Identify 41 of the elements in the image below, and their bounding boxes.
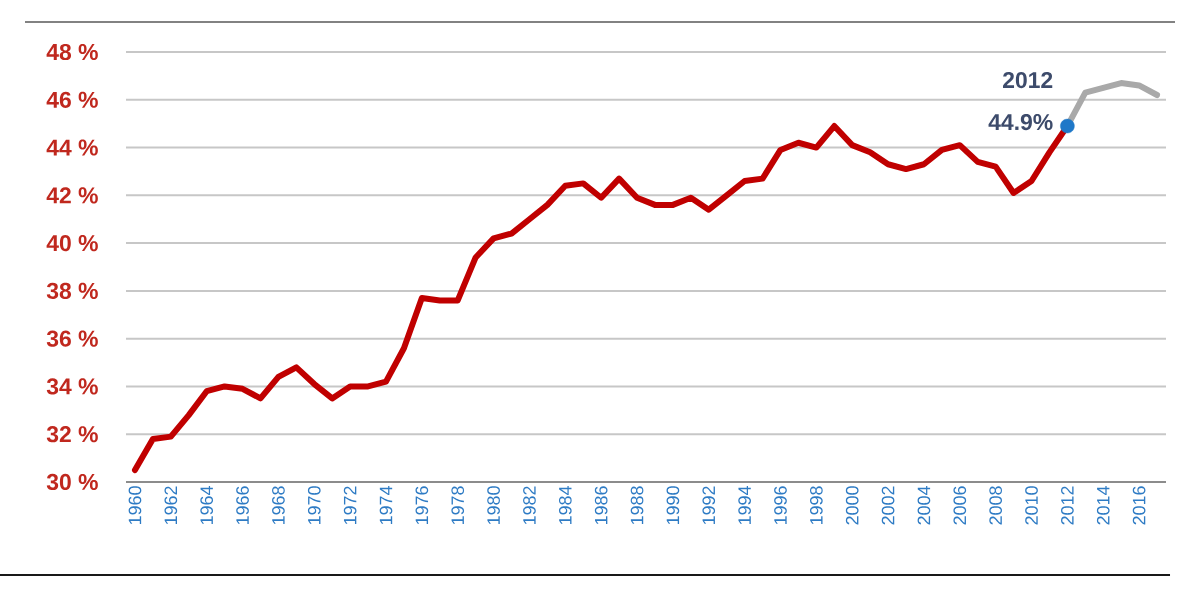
x-tick-label: 2008: [989, 486, 1002, 525]
x-tick-label: 1978: [451, 486, 465, 525]
x-tick-label: 1964: [200, 486, 214, 525]
x-tick-label: 2012: [1061, 486, 1074, 525]
x-tick-label: 2004: [917, 486, 931, 525]
y-tick-label: 30 %: [46, 473, 98, 491]
x-tick-label: 1970: [307, 486, 321, 525]
x-tick-label: 1960: [128, 486, 142, 525]
x-tick-label: 2016: [1132, 486, 1146, 525]
x-tick-label: 1962: [164, 486, 178, 525]
y-tick-label: 38 %: [46, 282, 98, 300]
y-tick-label: 48 %: [46, 43, 98, 61]
y-tick-label: 34 %: [46, 378, 98, 395]
annotation: 2012: [1003, 71, 1053, 89]
x-tick-label: 2000: [845, 486, 859, 525]
y-tick-label: 46 %: [46, 91, 98, 108]
x-tick-label: 1990: [666, 486, 680, 525]
x-tick-label: 2014: [1096, 486, 1110, 525]
x-tick-label: 1966: [236, 486, 249, 525]
x-tick-label: 2006: [953, 486, 967, 525]
x-tick-label: 1984: [558, 486, 572, 525]
y-tick-label: 36 %: [46, 330, 98, 347]
x-tick-label: 2010: [1025, 486, 1038, 525]
x-tick-label: 1988: [630, 486, 644, 525]
annotation: 44.9%: [988, 113, 1053, 131]
x-tick-label: 1998: [809, 486, 823, 525]
x-tick-label: 1968: [272, 486, 285, 525]
y-tick-label: 40 %: [46, 235, 98, 252]
x-tick-label: 1980: [487, 486, 500, 525]
y-tick-label: 32 %: [46, 426, 98, 443]
x-tick-label: 1992: [702, 486, 716, 525]
x-tick-label: 1986: [594, 486, 608, 525]
y-tick-label: 42 %: [46, 187, 98, 204]
x-tick-label: 1994: [738, 486, 751, 525]
x-tick-label: 1976: [415, 486, 429, 525]
x-tick-label: 1982: [523, 486, 536, 525]
x-tick-label: 1974: [379, 486, 393, 525]
x-tick-label: 1996: [774, 486, 787, 525]
y-tick-label: 44 %: [46, 139, 98, 156]
x-tick-label: 2002: [881, 486, 895, 525]
x-tick-label: 1972: [343, 486, 357, 525]
